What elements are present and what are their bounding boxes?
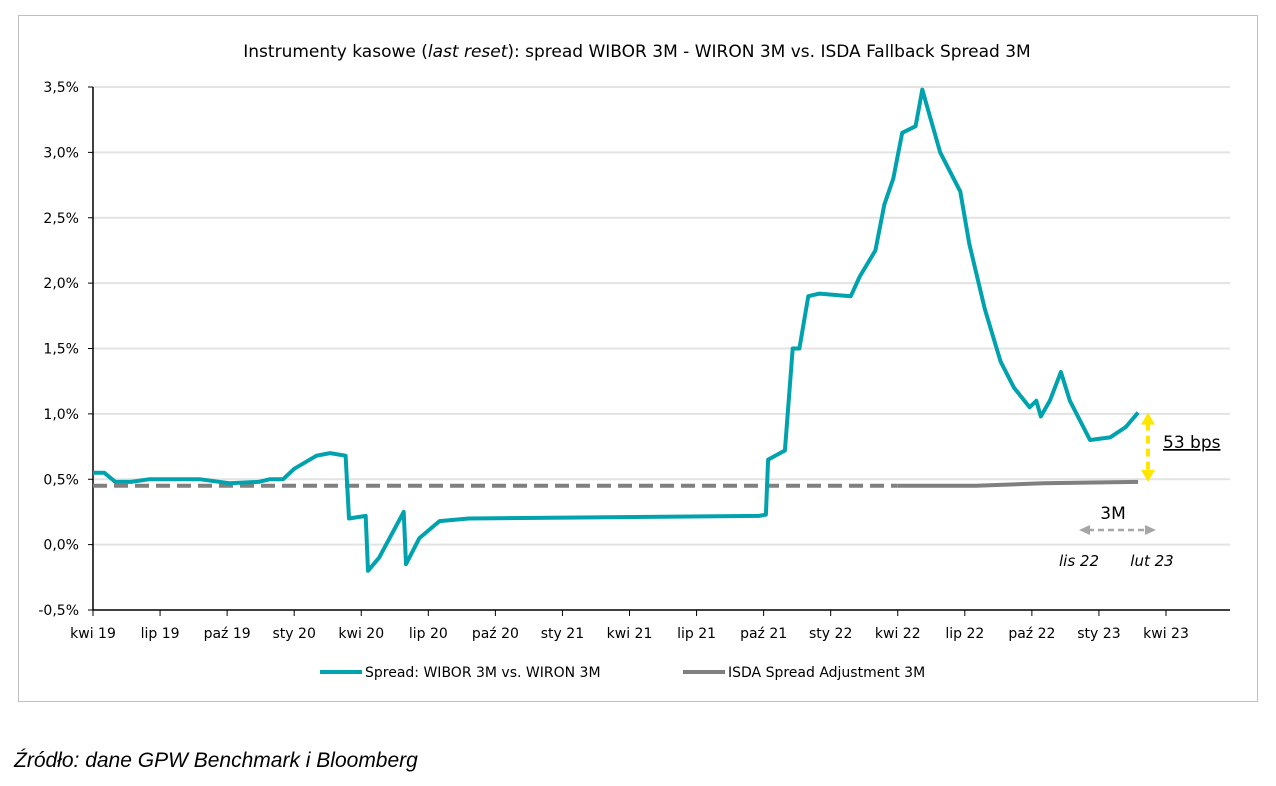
isda-line [897,479,1139,488]
period-end-label: lut 23 [1130,552,1173,570]
x-tick-label: kwi 23 [1143,626,1189,642]
y-tick-label: 2,0% [43,276,79,292]
x-tick-label: sty 23 [1077,626,1120,642]
period-arrow-left-icon [1079,525,1090,535]
period-arrow-right-icon [1145,525,1156,535]
y-tick-label: 0,0% [43,538,79,554]
y-tick-label: 3,0% [43,145,79,161]
x-tick-label: sty 20 [273,626,316,642]
x-tick-label: sty 22 [809,626,852,642]
x-tick-label: lip 20 [409,626,448,642]
y-tick-label: 3,5% [43,80,79,96]
x-tick-label: kwi 21 [607,626,653,642]
gap-label: 53 bps [1163,433,1221,453]
chart-frame [18,15,1258,702]
legend-label-isda: ISDA Spread Adjustment 3M [728,665,925,681]
chart-title: Instrumenty kasowe (last reset): spread … [243,42,1030,62]
x-tick-label: paź 22 [1008,626,1055,642]
legend-label-spread: Spread: WIBOR 3M vs. WIRON 3M [365,665,601,681]
x-tick-label: sty 21 [541,626,584,642]
y-tick-label: -0,5% [38,603,79,619]
x-tick-label: paź 19 [204,626,251,642]
spread-line [93,87,1140,573]
y-tick-label: 0,5% [43,472,79,488]
gap-arrow-up-icon [1141,412,1155,425]
y-tick-label: 1,0% [43,407,79,423]
x-tick-label: lip 22 [945,626,984,642]
y-tick-label: 2,5% [43,211,79,227]
x-tick-label: kwi 19 [70,626,116,642]
gap-arrow-down-icon [1141,469,1155,482]
period-label: 3M [1100,504,1125,524]
x-tick-label: kwi 22 [875,626,921,642]
source-note: Źródło: dane GPW Benchmark i Bloomberg [14,749,418,772]
x-tick-label: kwi 20 [338,626,384,642]
period-start-label: lis 22 [1059,552,1099,570]
x-tick-label: paź 20 [472,626,519,642]
x-tick-label: lip 19 [141,626,180,642]
y-tick-label: 1,5% [43,342,79,358]
x-tick-label: lip 21 [677,626,716,642]
x-tick-label: paź 21 [740,626,787,642]
